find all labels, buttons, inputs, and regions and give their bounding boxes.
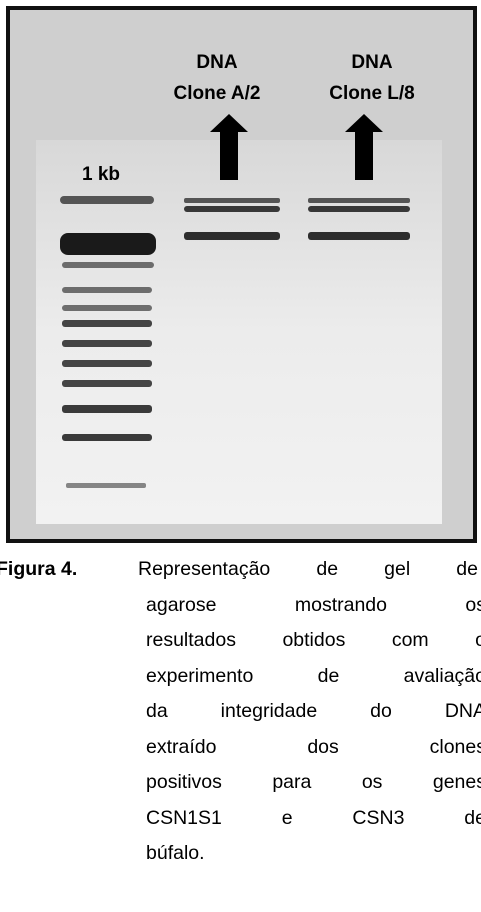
lane-label: DNA bbox=[196, 52, 237, 73]
lane-label: DNA bbox=[351, 52, 392, 73]
lane-label: Clone A/2 bbox=[174, 83, 261, 104]
caption-line: agarose mostrando os bbox=[146, 593, 481, 616]
gel-figure: 1 kb DNA Clone A/2 DNA Clone L/8 bbox=[6, 6, 477, 543]
caption-line: experimento de avaliação bbox=[146, 664, 481, 687]
sample-bands bbox=[184, 198, 410, 240]
caption-line: da integridade do DNA bbox=[146, 700, 481, 722]
arrows bbox=[210, 114, 383, 180]
ladder-bands bbox=[60, 196, 156, 488]
caption-line: CSN1S1 e CSN3 de bbox=[146, 806, 481, 829]
caption-line: positivos para os genes bbox=[146, 771, 481, 793]
caption-line: Representação de gel de bbox=[138, 558, 478, 580]
lane-label: Clone L/8 bbox=[329, 83, 415, 104]
caption-label: Figura 4. bbox=[0, 558, 78, 580]
marker-label: 1 kb bbox=[82, 164, 120, 185]
caption-line: extraído dos clones bbox=[146, 735, 481, 758]
caption-line: resultados obtidos com o bbox=[146, 629, 481, 651]
caption-line: búfalo. bbox=[146, 842, 205, 864]
